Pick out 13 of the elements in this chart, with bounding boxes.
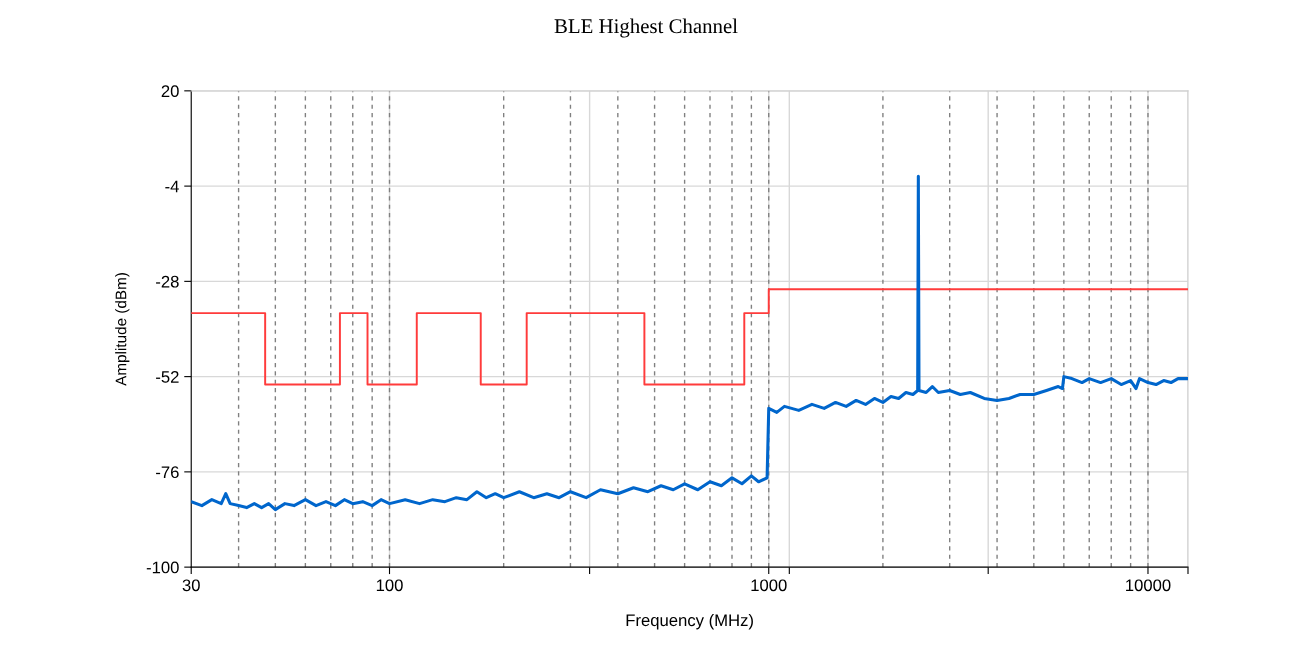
x-tick-label: 100 xyxy=(376,579,403,592)
y-tick-label: -4 xyxy=(165,180,179,193)
y-tick-label: -76 xyxy=(156,466,179,479)
x-tick-label: 10000 xyxy=(1126,579,1171,592)
y-tick-label: -52 xyxy=(156,371,179,383)
y-tick-label: 20 xyxy=(161,85,179,98)
x-tick-label: 30 xyxy=(182,579,200,592)
y-tick-label: -100 xyxy=(146,561,179,574)
chart-title: BLE Highest Channel xyxy=(554,18,738,38)
x-axis-title: Frequency (MHz) xyxy=(626,613,753,630)
x-tick-label: 1000 xyxy=(751,579,787,592)
y-tick-label: -28 xyxy=(156,275,179,288)
y-axis-title: Amplitude (dBm) xyxy=(115,273,130,386)
